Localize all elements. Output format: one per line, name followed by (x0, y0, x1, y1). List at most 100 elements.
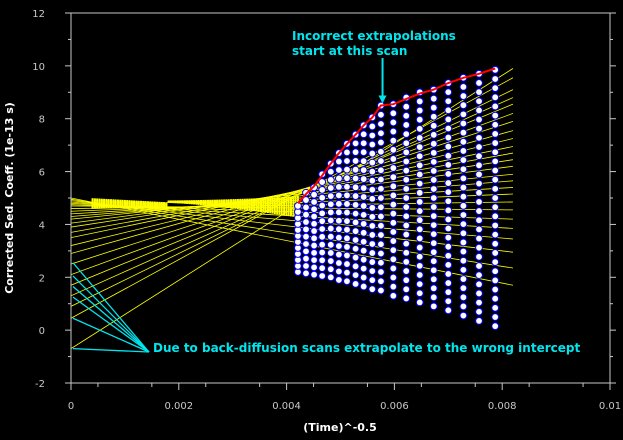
scan-point (318, 217, 327, 226)
early-scan-point (246, 203, 249, 206)
scan-point (491, 175, 500, 184)
early-scan-point (271, 200, 274, 203)
early-scan-point (296, 200, 299, 203)
scan-point (359, 246, 368, 255)
scan-point (351, 148, 360, 157)
early-scan-point (278, 212, 281, 215)
x-tick-label: 0.006 (380, 401, 409, 412)
scan-point (389, 164, 398, 172)
scan-point (318, 185, 327, 194)
scan-point (402, 221, 411, 230)
early-scan-point (190, 200, 193, 203)
scan-point (491, 249, 500, 257)
early-scan-point (278, 204, 281, 207)
scan-point (377, 147, 385, 156)
scan-point (389, 127, 398, 136)
scan-point (459, 275, 468, 283)
scan-point (491, 148, 500, 157)
early-scan-point (276, 210, 279, 213)
early-scan-point (287, 200, 290, 203)
early-scan-point (179, 200, 182, 203)
annotation-bottom-arrow (72, 286, 150, 353)
early-scan-point (292, 198, 295, 201)
early-scan-point (225, 199, 228, 202)
scan-point (415, 252, 424, 261)
scan-point (444, 106, 453, 115)
early-scan-point (133, 200, 136, 203)
early-scan-point (257, 204, 260, 207)
early-scan-point (289, 214, 292, 217)
early-scan-point (246, 207, 249, 210)
scan-point (444, 133, 453, 142)
scan-point (359, 202, 368, 210)
early-scan-point (264, 210, 267, 213)
annotation-bottom: Due to back-diffusion scans extrapolate … (153, 341, 580, 355)
early-scan-point (280, 200, 283, 203)
extrapolation-line (71, 200, 514, 253)
scan-point (491, 111, 500, 120)
early-scan-point (287, 214, 290, 217)
early-scan-point (276, 197, 279, 200)
early-scan-point (253, 199, 256, 202)
scan-point (475, 170, 483, 179)
early-scan-point (264, 206, 267, 209)
scan-point (351, 236, 360, 244)
scan-point (359, 139, 368, 148)
scan-point (444, 151, 453, 160)
early-scan-point (280, 202, 283, 205)
scan-point (415, 280, 424, 289)
early-scan-point (98, 198, 101, 201)
early-scan-point (250, 206, 253, 209)
early-scan-point (204, 199, 207, 202)
scan-point (343, 182, 351, 191)
scan-point (310, 205, 318, 214)
scan-point (415, 243, 424, 252)
scan-point (302, 247, 310, 256)
early-scan-point (273, 197, 276, 200)
early-scan-point (140, 200, 143, 203)
scan-point (402, 258, 411, 266)
early-scan-point (223, 199, 226, 202)
scan-point (415, 216, 424, 225)
scan-point (359, 130, 368, 139)
early-scan-point (250, 199, 253, 202)
early-scan-point (202, 199, 205, 202)
early-scan-point (255, 205, 258, 208)
early-scan-point (260, 207, 263, 210)
early-scan-point (255, 203, 258, 206)
early-scan-point (283, 209, 286, 212)
scan-point (326, 257, 335, 265)
scan-point (491, 294, 500, 303)
scan-point (377, 110, 385, 119)
scan-point (359, 255, 368, 264)
early-scan-point (266, 202, 269, 205)
annotation-bottom-arrow (72, 317, 150, 353)
scan-point (377, 268, 385, 276)
scan-point (491, 157, 500, 166)
scan-point (475, 280, 483, 289)
scan-point (368, 149, 377, 158)
scan-point (402, 184, 411, 193)
scan-point (444, 115, 453, 124)
early-scan-point (216, 199, 219, 202)
early-scan-point (260, 204, 263, 207)
early-scan-point (126, 200, 129, 203)
scan-point (444, 188, 453, 197)
scan-point (459, 174, 468, 183)
scan-point (444, 242, 453, 251)
scan-point (351, 200, 360, 209)
early-scan-point (241, 198, 244, 201)
early-scan-point (273, 199, 276, 202)
scan-point (402, 194, 411, 202)
early-scan-point (266, 211, 269, 214)
early-scan-point (220, 199, 223, 202)
early-scan-point (248, 204, 251, 207)
scan-point (475, 262, 483, 270)
scan-point (402, 139, 411, 148)
early-scan-point (269, 203, 272, 206)
scan-point (302, 262, 310, 270)
scan-point (415, 225, 424, 234)
extrapolation-line (71, 201, 514, 240)
early-scan-point (283, 206, 286, 209)
scan-point (389, 282, 398, 291)
